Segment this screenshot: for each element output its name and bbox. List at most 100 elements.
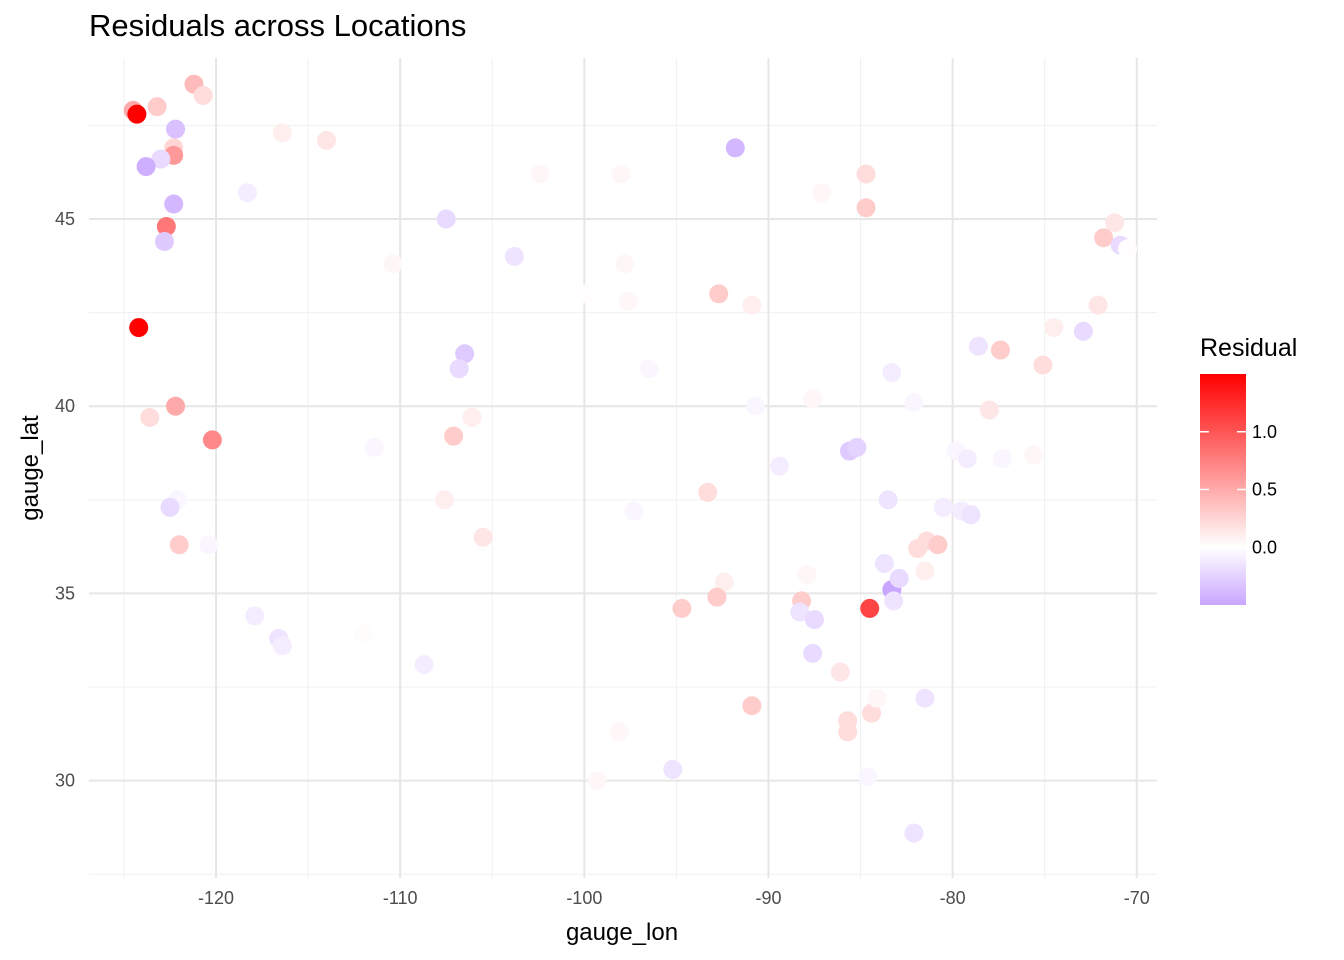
- data-point: [961, 505, 981, 525]
- data-point: [449, 359, 469, 379]
- data-point: [915, 561, 935, 581]
- minor-gridlines: [89, 58, 1157, 878]
- y-axis-ticks: 30 35 40 45: [55, 209, 75, 791]
- x-tick-label: -100: [566, 888, 602, 908]
- data-point: [166, 396, 186, 416]
- data-point: [1073, 321, 1093, 341]
- data-point: [889, 568, 909, 588]
- data-point: [383, 254, 403, 274]
- data-point: [434, 490, 454, 510]
- x-axis-title: gauge_lon: [566, 919, 678, 946]
- data-point: [245, 606, 265, 626]
- data-point: [1024, 445, 1044, 465]
- data-point: [609, 722, 629, 742]
- data-point: [725, 138, 745, 158]
- data-point: [812, 183, 832, 203]
- data-point: [867, 688, 887, 708]
- data-point: [790, 602, 810, 622]
- data-point: [156, 216, 176, 236]
- data-point: [1033, 355, 1053, 375]
- data-point: [455, 344, 475, 364]
- data-point: [698, 482, 718, 502]
- data-point: [1094, 228, 1114, 248]
- data-point: [272, 636, 292, 656]
- data-point: [166, 119, 186, 139]
- data-point: [530, 164, 550, 184]
- data-point: [803, 643, 823, 663]
- x-tick-label: -120: [198, 888, 234, 908]
- legend-tick-label: 0.0: [1252, 537, 1277, 557]
- data-point: [317, 130, 337, 150]
- data-point: [928, 535, 948, 555]
- x-tick-label: -80: [940, 888, 966, 908]
- data-point: [957, 449, 977, 469]
- chart-title: Residuals across Locations: [89, 8, 467, 43]
- data-point: [199, 535, 219, 555]
- data-point: [878, 490, 898, 510]
- data-point: [193, 85, 213, 105]
- data-point: [663, 759, 683, 779]
- data-point: [436, 209, 456, 229]
- data-point: [473, 527, 493, 547]
- data-point: [874, 553, 894, 573]
- legend-ticks: 1.0 0.5 0.0: [1200, 422, 1277, 557]
- data-point: [160, 497, 180, 517]
- data-point: [990, 340, 1010, 360]
- data-point: [847, 437, 867, 457]
- data-point: [129, 318, 149, 338]
- x-tick-label: -110: [383, 888, 418, 908]
- data-point: [915, 688, 935, 708]
- data-point: [882, 363, 902, 383]
- data-point: [444, 426, 464, 446]
- data-point: [364, 437, 384, 457]
- data-point: [672, 598, 692, 618]
- data-point: [856, 164, 876, 184]
- data-point: [611, 164, 631, 184]
- data-point: [742, 295, 762, 315]
- y-tick-label: 30: [55, 771, 75, 791]
- data-point: [707, 587, 727, 607]
- x-axis-ticks: -120 -110 -100 -90 -80 -70: [198, 888, 1150, 908]
- data-point: [237, 183, 257, 203]
- data-point: [164, 194, 184, 214]
- x-tick-label: -90: [755, 888, 781, 908]
- data-point: [462, 407, 482, 427]
- data-point: [1044, 318, 1064, 338]
- data-point: [797, 565, 817, 585]
- data-point: [127, 104, 147, 124]
- data-point: [933, 497, 953, 517]
- data-point: [968, 336, 988, 356]
- data-points: [123, 74, 1138, 843]
- data-point: [979, 400, 999, 420]
- data-point: [904, 392, 924, 412]
- legend-title: Residual: [1200, 334, 1297, 362]
- data-point: [803, 389, 823, 409]
- data-point: [169, 535, 189, 555]
- data-point: [1105, 213, 1125, 233]
- y-tick-label: 45: [55, 209, 75, 229]
- data-point: [830, 662, 850, 682]
- data-point: [154, 231, 174, 251]
- data-point: [1118, 239, 1138, 259]
- data-point: [147, 97, 167, 117]
- data-point: [858, 767, 878, 787]
- data-point: [714, 572, 734, 592]
- data-point: [202, 430, 222, 450]
- data-point: [615, 254, 635, 274]
- data-point: [992, 449, 1012, 469]
- y-tick-label: 40: [55, 396, 75, 416]
- data-point: [709, 284, 729, 304]
- data-point: [742, 696, 762, 716]
- major-gridlines: [89, 58, 1157, 878]
- legend: Residual 1.0 0.5 0.0: [1200, 334, 1297, 605]
- data-point: [904, 823, 924, 843]
- data-point: [860, 598, 880, 618]
- data-point: [639, 359, 659, 379]
- data-point: [151, 149, 171, 169]
- data-point: [862, 703, 882, 723]
- data-point: [624, 501, 644, 521]
- data-point: [1088, 295, 1108, 315]
- y-tick-label: 35: [55, 583, 75, 603]
- data-point: [414, 655, 434, 675]
